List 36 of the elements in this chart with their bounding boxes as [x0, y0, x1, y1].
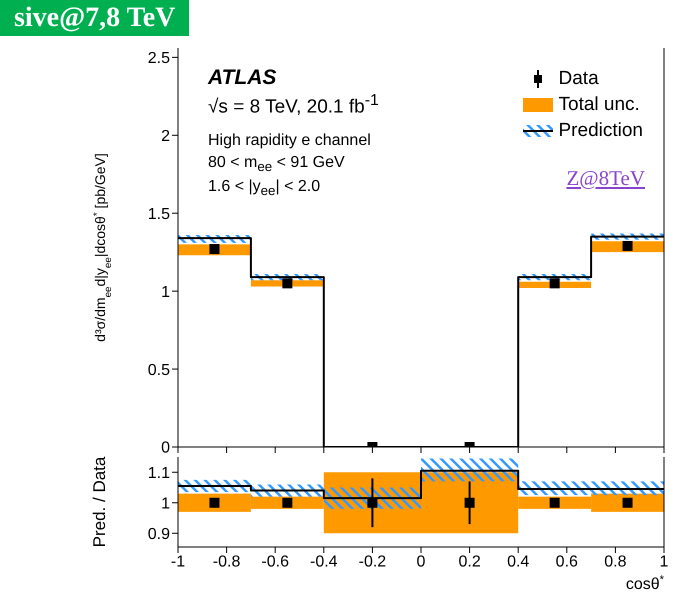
- y-tick-label: 1.1: [148, 464, 170, 482]
- x-tick-label: 1: [660, 553, 669, 570]
- y-tick-label: 0.5: [148, 362, 170, 379]
- x-tick-label: 0.2: [458, 553, 481, 570]
- annotation: High rapidity e channel: [208, 132, 371, 150]
- x-tick-label: -0.8: [212, 553, 240, 570]
- legend-label: Prediction: [558, 120, 643, 142]
- point: [550, 278, 560, 288]
- annotation: Z@8TeV: [566, 166, 645, 191]
- chart-title: sive@7,8 TeV: [0, 0, 190, 36]
- y-tick-label: 2: [161, 128, 170, 145]
- x-tick-label: -0.4: [310, 553, 338, 570]
- y-tick-label: 1: [161, 495, 170, 512]
- x-tick-label: 0.8: [604, 553, 627, 570]
- x-tick-label: -1: [170, 553, 186, 570]
- y-axis-title: Pred. / Data: [90, 456, 109, 548]
- annotation: 1.6 < |y$_{ee}$| < 2.0: [208, 178, 320, 198]
- x-tick-label: 0.6: [556, 553, 578, 570]
- legend-label: Total unc.: [558, 94, 640, 116]
- legend-label: Data: [558, 68, 599, 90]
- x-tick-label: 0.4: [507, 553, 530, 570]
- x-tick-label: 0: [416, 553, 426, 570]
- annotation: 80 < m$_{ee}$ < 91 GeV: [208, 154, 345, 174]
- y-tick-label: 0.9: [148, 526, 170, 543]
- y-tick-label: 1.5: [148, 206, 170, 223]
- y-tick-label: 0: [161, 440, 170, 457]
- point: [622, 240, 633, 251]
- x-tick-label: -0.6: [261, 553, 290, 570]
- point: [209, 244, 220, 254]
- y-tick-label: 2.5: [148, 50, 170, 68]
- point: [282, 278, 292, 288]
- annotation: √s = 8 TeV, 20.1 fb$^{-1}$: [208, 92, 379, 118]
- y-tick-label: 1: [161, 284, 170, 301]
- x-tick-label: -0.2: [358, 553, 386, 570]
- annotation: ATLAS: [208, 66, 276, 90]
- x-axis-title: cosθ$^{*}$: [626, 574, 665, 592]
